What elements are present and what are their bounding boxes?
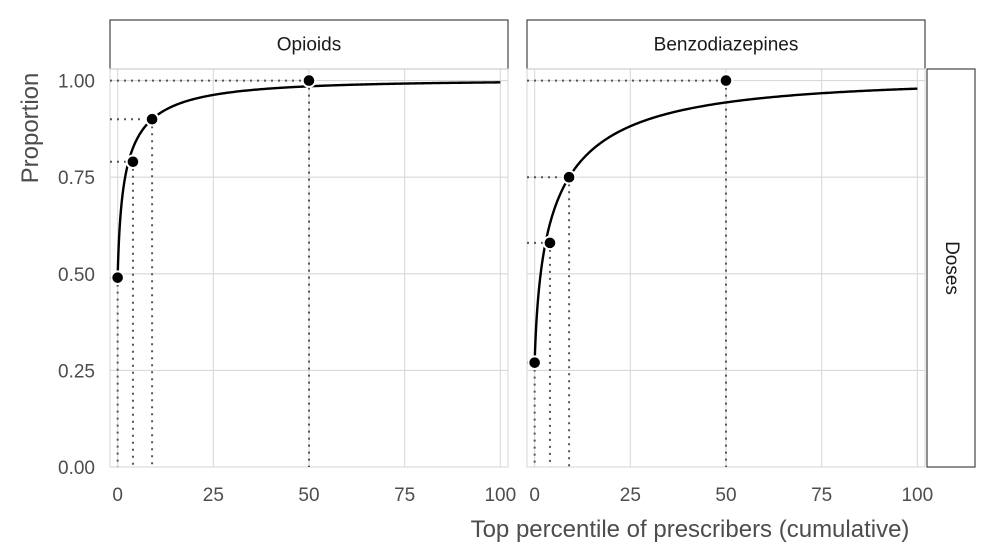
y-tick-label: 1.00 bbox=[58, 72, 95, 93]
data-point bbox=[110, 270, 125, 285]
x-tick-label: 75 bbox=[811, 485, 832, 506]
x-tick-label: 75 bbox=[394, 485, 415, 506]
data-point bbox=[561, 169, 577, 185]
y-tick-label: 0.75 bbox=[58, 168, 95, 189]
row-strip-label: Doses bbox=[941, 241, 962, 295]
data-point bbox=[301, 73, 317, 88]
row-strip-box bbox=[926, 68, 976, 468]
x-tick-label: 50 bbox=[715, 485, 736, 506]
y-tick-label: 0.00 bbox=[58, 458, 95, 479]
x-tick-label: 50 bbox=[298, 485, 319, 506]
row-strip: Doses bbox=[926, 68, 976, 468]
data-point bbox=[125, 154, 141, 170]
x-tick-label: 25 bbox=[620, 485, 641, 506]
strip-label: Opioids bbox=[277, 35, 341, 56]
strip-box bbox=[526, 19, 926, 70]
y-tick-label: 0.25 bbox=[58, 361, 95, 382]
series-line bbox=[533, 87, 918, 363]
x-tick-label: 0 bbox=[112, 485, 123, 506]
panel-2: Benzodiazepines 0 25 50 75 100 bbox=[526, 19, 933, 506]
x-axis-title: Top percentile of prescribers (cumulativ… bbox=[471, 516, 910, 543]
x-tick-label: 100 bbox=[901, 485, 933, 506]
panel-1: Opioids 0 25 50 75 100 0.00 0.25 0.50 0.75 1.00 bbox=[58, 19, 516, 506]
x-tick-label: 25 bbox=[203, 485, 224, 506]
series-line bbox=[116, 81, 501, 278]
strip-box bbox=[109, 19, 509, 70]
data-point bbox=[527, 355, 542, 370]
panels: Opioids 0 25 50 75 100 0.00 0.25 0.50 0.75 1.00 Ben… bbox=[58, 19, 933, 506]
x-tick-label: 0 bbox=[529, 485, 540, 506]
data-point bbox=[144, 111, 160, 127]
data-point bbox=[542, 235, 558, 251]
y-axis-title: Proportion bbox=[17, 73, 44, 184]
x-tick-label: 100 bbox=[484, 485, 516, 506]
strip-label: Benzodiazepines bbox=[654, 35, 799, 56]
data-point bbox=[718, 73, 734, 88]
y-tick-label: 0.50 bbox=[58, 265, 95, 286]
